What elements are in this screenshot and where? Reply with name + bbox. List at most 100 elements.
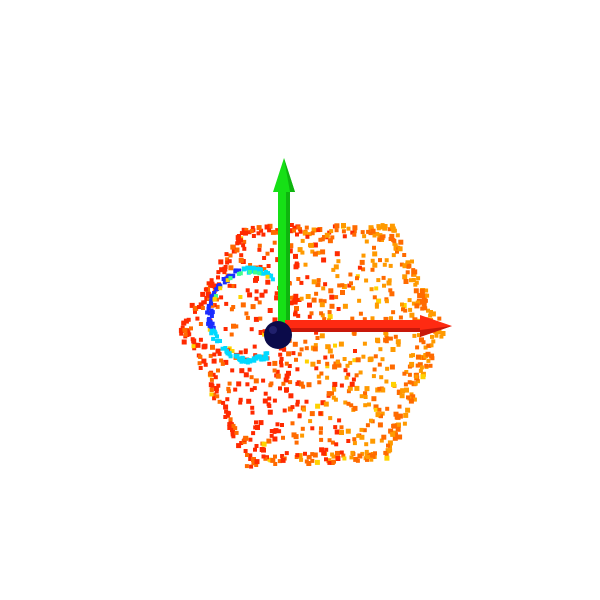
cloud-point (216, 383, 221, 388)
cloud-point (424, 288, 429, 293)
cloud-point (359, 394, 364, 399)
cloud-point (369, 287, 374, 292)
cloud-point (326, 391, 332, 397)
cloud-point (267, 396, 272, 401)
cloud-point (388, 336, 393, 341)
cloud-point (303, 451, 307, 456)
cloud-point (239, 238, 243, 243)
cloud-point (222, 266, 228, 272)
cloud-point (417, 362, 423, 368)
cloud-point (381, 275, 386, 280)
cloud-point (393, 432, 398, 438)
cloud-point (364, 449, 369, 454)
cloud-point (303, 339, 308, 344)
cloud-point (279, 357, 284, 361)
cloud-point (238, 358, 243, 363)
cloud-point (327, 238, 333, 244)
cloud-point (181, 339, 187, 345)
cloud-point (346, 401, 351, 406)
cloud-point (376, 298, 382, 304)
cloud-point (412, 333, 417, 338)
cloud-point (316, 359, 321, 364)
cloud-point (249, 327, 254, 332)
cloud-point (319, 426, 323, 431)
cloud-point (348, 272, 353, 277)
cloud-point (263, 456, 268, 461)
cloud-point (275, 373, 281, 379)
cloud-point (304, 346, 309, 351)
cloud-point (395, 233, 400, 238)
cloud-point (349, 281, 353, 286)
cloud-point (323, 401, 329, 407)
cloud-point (361, 267, 366, 272)
cloud-point (214, 287, 219, 292)
cloud-point (253, 316, 259, 322)
cloud-point (332, 364, 338, 370)
cloud-point (329, 294, 335, 300)
cloud-point (245, 265, 250, 270)
cloud-point (372, 245, 376, 250)
cloud-point (362, 234, 367, 239)
cloud-point (391, 238, 396, 243)
cloud-point (387, 278, 392, 283)
cloud-point (336, 259, 341, 264)
cloud-point (335, 360, 340, 365)
cloud-point (262, 398, 268, 404)
cloud-point (304, 459, 309, 464)
cloud-point (324, 447, 329, 452)
cloud-point (379, 438, 384, 443)
cloud-point (425, 351, 431, 357)
cloud-point (281, 381, 286, 386)
cloud-point (407, 372, 412, 377)
origin-sphere-icon[interactable] (264, 321, 292, 349)
cloud-point (263, 269, 268, 274)
cloud-point (238, 400, 243, 405)
cloud-point (362, 317, 367, 322)
y-axis-arrow-icon[interactable] (273, 158, 295, 333)
cloud-point (274, 291, 279, 296)
cloud-point (258, 420, 264, 426)
cloud-point (323, 355, 328, 360)
cloud-point (319, 437, 324, 442)
cloud-point (391, 228, 396, 233)
cloud-point (320, 400, 326, 406)
cloud-point (212, 392, 217, 397)
cloud-point (244, 464, 249, 469)
cloud-point (278, 386, 282, 391)
cloud-point (322, 299, 327, 304)
cloud-point (257, 271, 262, 276)
cloud-point (339, 425, 344, 430)
cloud-point (349, 381, 355, 387)
cloud-point (296, 313, 301, 318)
x-axis-arrow-icon[interactable] (285, 315, 452, 337)
cloud-point (288, 393, 294, 399)
cloud-point (213, 386, 219, 391)
cloud-point (437, 316, 442, 321)
cloud-point (231, 323, 236, 329)
cloud-point (320, 237, 325, 242)
cloud-point (277, 459, 282, 464)
cloud-point (347, 283, 352, 288)
cloud-point (179, 331, 184, 336)
cloud-point (365, 455, 370, 459)
cloud-point (353, 349, 357, 353)
cloud-point (240, 302, 246, 308)
cloud-point (378, 258, 382, 263)
cloud-point (206, 303, 211, 308)
cloud-point (310, 361, 316, 367)
cloud-point (354, 385, 360, 391)
cloud-point (349, 455, 354, 460)
cloud-point (186, 317, 191, 322)
cloud-point (343, 400, 348, 405)
cloud-point (417, 333, 421, 338)
cloud-point (274, 295, 280, 301)
cloud-point (222, 270, 227, 275)
cloud-point (238, 397, 243, 402)
cloud-point (236, 443, 242, 449)
cloud-point (426, 358, 431, 363)
cloud-point (327, 314, 333, 320)
cloud-point (259, 447, 265, 452)
cloud-point (208, 382, 214, 388)
